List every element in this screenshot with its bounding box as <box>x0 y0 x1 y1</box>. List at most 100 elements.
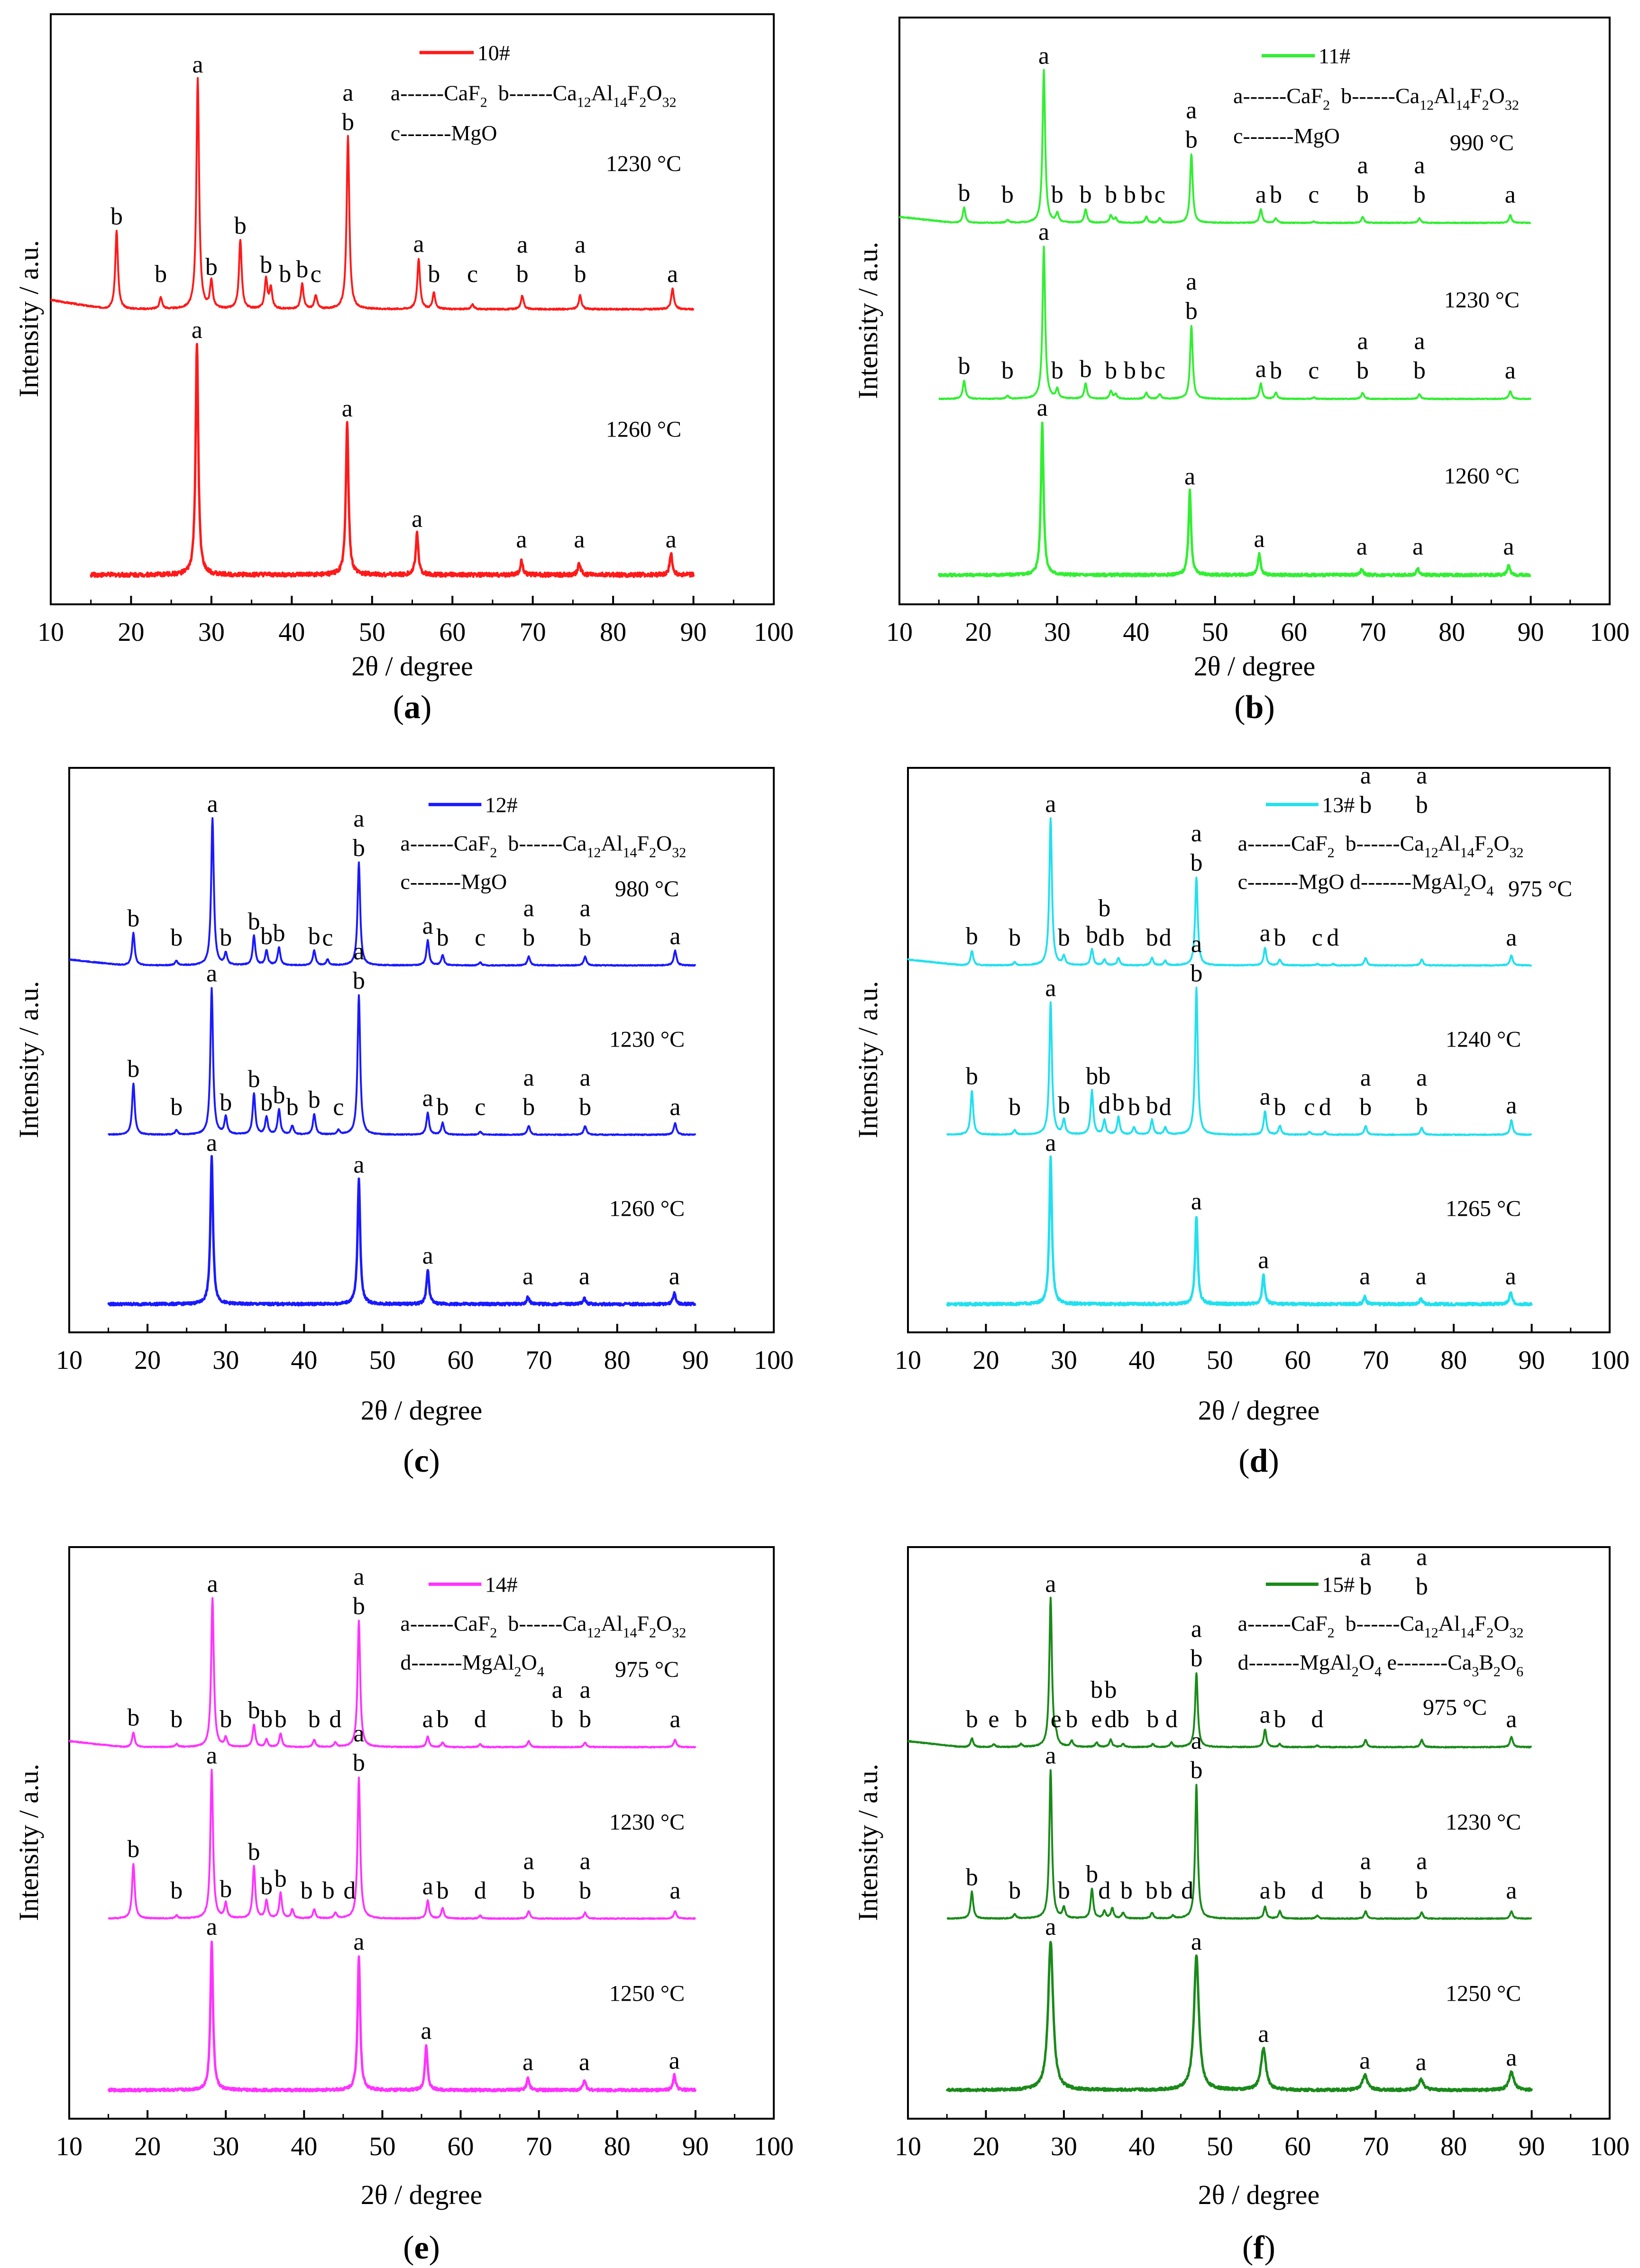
peak-label-group: b <box>1160 1877 1173 1904</box>
peak-label-group: a <box>1505 1263 1516 1290</box>
peak-label-group: ab <box>1190 1728 1202 1784</box>
peak-label: a <box>1255 181 1266 208</box>
peak-label: a <box>1045 1129 1056 1157</box>
peak-label: a <box>1360 1848 1371 1875</box>
temperature-label-group: 1265 °C <box>1446 1196 1521 1221</box>
peak-label-group: a <box>206 1913 217 1940</box>
legend-subscript: 2 <box>649 1625 656 1640</box>
peak-label: b <box>966 1063 978 1090</box>
peak-label-group: a <box>1260 1877 1271 1904</box>
peak-label: a <box>669 1263 680 1290</box>
peak-label: a <box>1258 2021 1269 2048</box>
peak-label: b <box>437 1706 449 1733</box>
peak-label: b <box>220 1706 232 1733</box>
panel-label-part: a <box>404 689 421 726</box>
x-tick-label: 60 <box>448 1346 474 1375</box>
peak-label: b <box>1416 792 1428 819</box>
legend-subscript: 12 <box>586 845 601 860</box>
temperature-label: 1230 °C <box>609 1810 685 1835</box>
peak-label-group: ab <box>1359 1848 1372 1904</box>
peak-label-group: a <box>421 2018 431 2045</box>
legend-subscript: 2 <box>1328 845 1335 860</box>
legend-subscript: 2 <box>1328 1625 1335 1640</box>
peak-label: a <box>522 1263 533 1290</box>
peak-label: b <box>1124 181 1136 208</box>
peak-label-group: b <box>308 1706 321 1733</box>
x-tick-label: 100 <box>754 618 794 647</box>
peak-label-group: ab <box>353 1720 365 1776</box>
peak-label: b <box>248 1066 260 1093</box>
peak-label-group: ab <box>579 1676 591 1733</box>
x-tick-label: 20 <box>118 618 144 647</box>
peak-label: b <box>1146 1706 1159 1733</box>
trace-group: a a a a a a 1250 °C <box>107 1913 697 2093</box>
peak-label-group: b <box>127 905 139 932</box>
peak-label: d <box>1327 924 1339 951</box>
peak-label: a <box>552 1676 563 1703</box>
peak-label: b <box>579 924 591 951</box>
legend-text: O <box>646 81 662 105</box>
peak-label: a <box>353 805 364 832</box>
x-tick-label: 30 <box>1044 618 1071 647</box>
legend-phase-row: c-------MgO d-------MgAl2O4 <box>1238 869 1494 899</box>
peak-label-group: ab <box>551 1676 563 1733</box>
temperature-label-group: 975 °C <box>1508 876 1572 902</box>
peak-label: a <box>422 1085 433 1112</box>
peak-label: a <box>1038 219 1049 246</box>
panel-label: (a) <box>393 689 432 726</box>
peak-label-group: b <box>1001 357 1014 384</box>
peak-label: b <box>1080 356 1092 383</box>
legend-text: O <box>1359 1650 1374 1674</box>
peak-label-group: ab <box>1185 268 1198 325</box>
peak-label-group: c <box>322 924 333 951</box>
peak-label: d <box>1319 1093 1331 1120</box>
peak-label-group: a <box>1359 2047 1370 2074</box>
peak-label: a <box>669 1706 680 1733</box>
peak-label: a <box>422 1242 433 1269</box>
peak-label: b <box>1112 1089 1125 1116</box>
legend-sample: 13# <box>1322 792 1355 817</box>
x-tick-label: 80 <box>1440 1346 1467 1375</box>
legend-text: b------Ca <box>1335 831 1424 855</box>
legend-text: O <box>1489 84 1505 108</box>
legend-subscript: 2 <box>1486 1625 1493 1640</box>
peak-label: b <box>260 1706 273 1733</box>
peak-label-group: d <box>1165 1706 1178 1733</box>
legend-text: c-------MgO d-------MgAl <box>1238 869 1464 893</box>
peak-label-group: b <box>1051 181 1063 208</box>
temperature-label-group: 1260 °C <box>1444 464 1520 489</box>
peak-label-group: b <box>155 261 167 288</box>
peak-label-group: a <box>669 923 680 950</box>
peak-label: b <box>248 1697 260 1724</box>
peak-label: b <box>322 1877 335 1904</box>
xrd-pattern-line <box>90 343 695 578</box>
x-tick-label: 100 <box>754 2132 794 2161</box>
legend-text: Al <box>601 831 623 855</box>
peak-label-group: a <box>669 1093 680 1120</box>
temperature-label: 1250 °C <box>609 1981 685 2006</box>
peak-label: b <box>170 1706 183 1733</box>
peak-label-group: a <box>579 2049 590 2076</box>
peak-label: b <box>342 109 354 136</box>
peak-label: b <box>428 261 440 288</box>
peak-label-group: ab <box>522 1848 535 1904</box>
legend-subscript: 32 <box>672 1625 686 1640</box>
x-tick-label: 30 <box>212 1346 239 1375</box>
peak-label: d <box>474 1877 486 1904</box>
x-tick-label: 80 <box>604 2132 631 2161</box>
peak-label-group: ab <box>1185 97 1198 153</box>
peak-label-group: b <box>234 212 247 239</box>
peak-label: b <box>1359 792 1372 819</box>
panel-label-part: ( <box>1242 2230 1253 2266</box>
legend-subscript: 32 <box>672 845 686 860</box>
temperature-label: 975 °C <box>615 1657 679 1682</box>
panel-label: (e) <box>403 2230 440 2266</box>
peak-label: b <box>516 261 529 288</box>
peak-label-group: b <box>260 1706 273 1733</box>
peak-label: a <box>1360 1064 1371 1091</box>
peak-label-group: a <box>1045 975 1056 1002</box>
peak-label-group: ab <box>574 231 586 288</box>
x-tick-label: 70 <box>1360 618 1386 647</box>
